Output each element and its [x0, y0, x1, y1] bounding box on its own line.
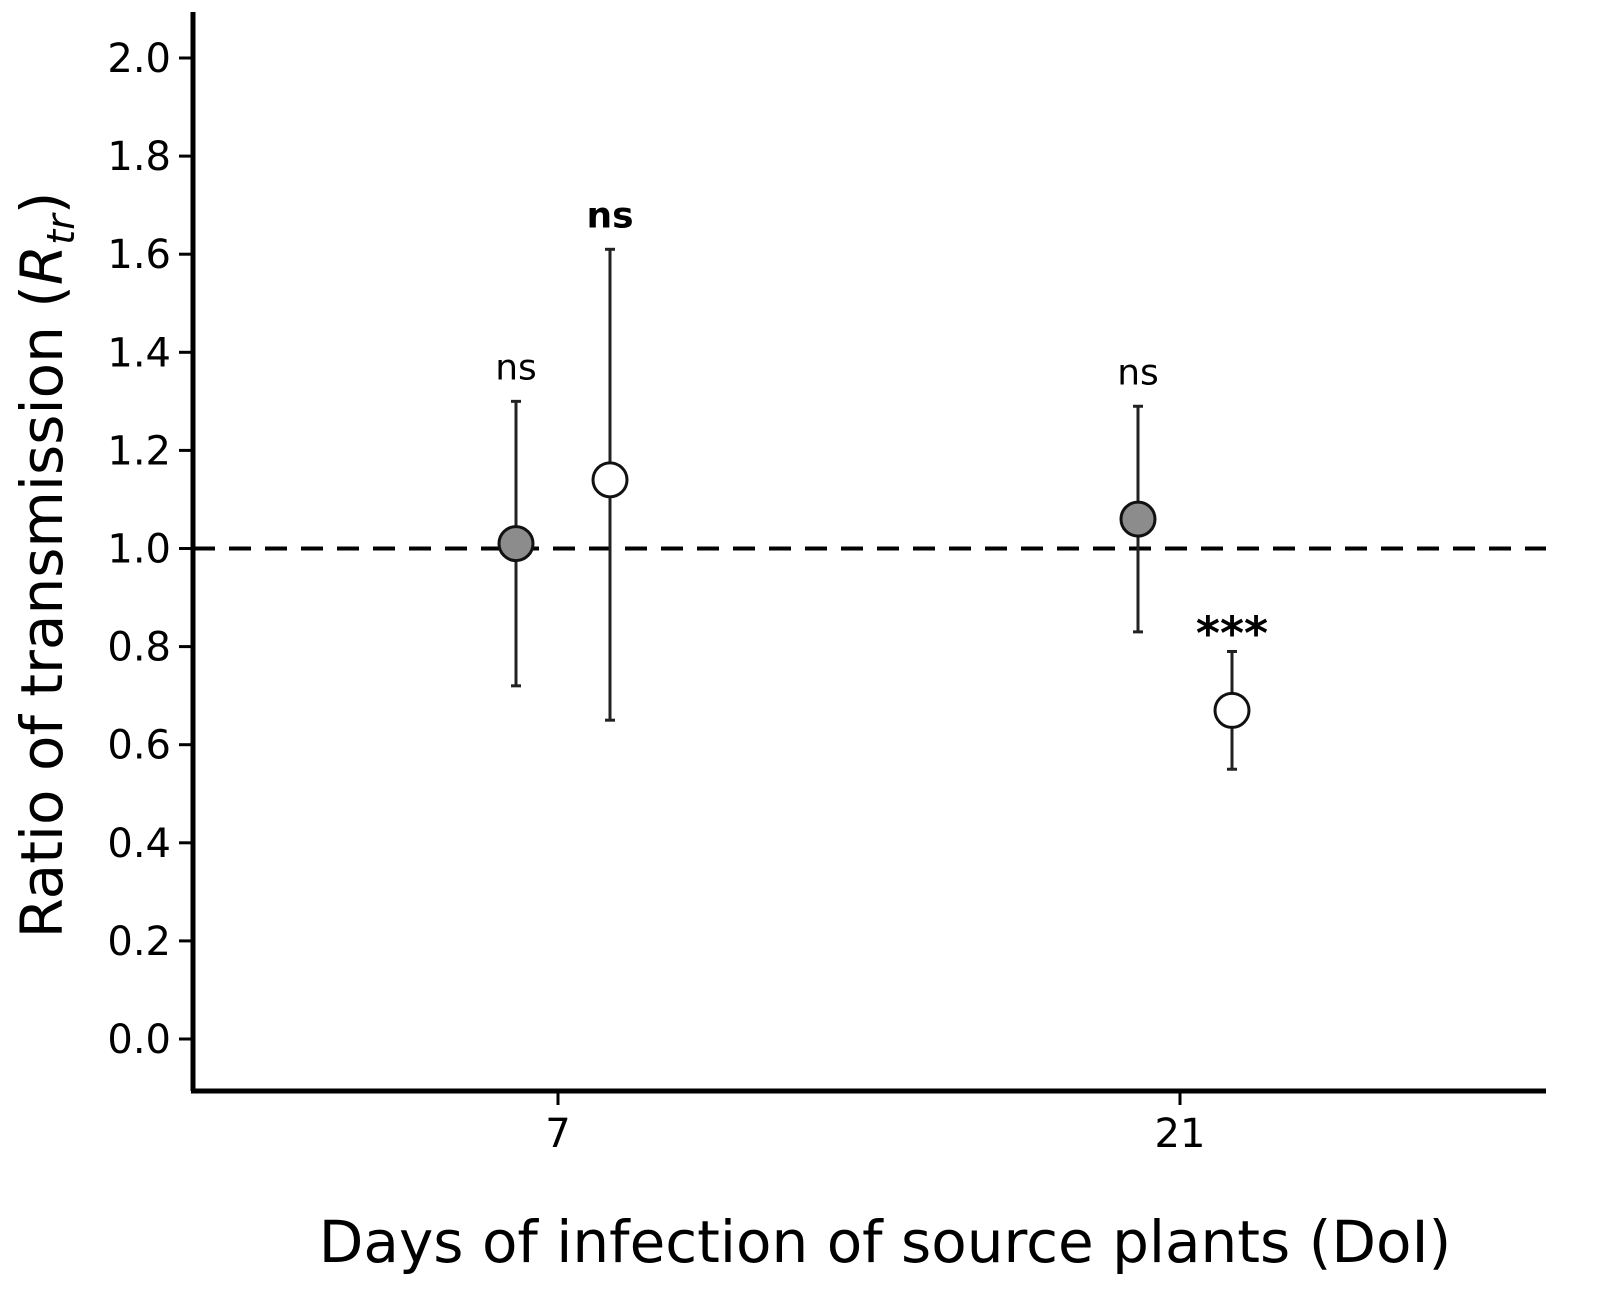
y-tick-label: 0.8 [107, 625, 171, 671]
y-tick-label: 0.0 [107, 1017, 171, 1063]
data-points: ns ns ns *** [495, 195, 1268, 771]
y-tick-label: 0.6 [107, 723, 171, 769]
data-point-marker [1213, 691, 1251, 729]
significance-label: ns [586, 195, 633, 236]
y-axis-title-main: Ratio of transmission ( [8, 285, 76, 938]
data-point-marker [497, 525, 535, 563]
x-axis: 7 21 [191, 1088, 1546, 1157]
data-point-marker [1119, 500, 1157, 538]
y-tick-label: 1.8 [107, 134, 171, 180]
x-tick-label: 7 [545, 1111, 570, 1157]
y-tick-label: 1.0 [107, 527, 171, 573]
y-axis-title-close: ) [8, 192, 76, 215]
y-tick-label: 1.4 [107, 330, 171, 376]
y-axis-title-subscript: tr [39, 212, 83, 245]
significance-label: ns [1117, 352, 1159, 393]
data-point-open-7: ns [586, 195, 634, 722]
data-point-filled-21: ns [1117, 352, 1159, 634]
y-axis-title: Ratio of transmission (Rtr) [8, 192, 83, 939]
significance-label: *** [1196, 607, 1268, 661]
significance-label: ns [495, 347, 537, 388]
y-tick-label: 0.2 [107, 919, 171, 965]
y-tick-label: 0.4 [107, 821, 171, 867]
x-tick-label: 21 [1155, 1111, 1206, 1157]
y-tick-label: 1.2 [107, 428, 171, 474]
x-axis-title: Days of infection of source plants (DoI) [319, 1208, 1451, 1276]
data-point-open-21: *** [1196, 607, 1268, 771]
y-tick-label: 2.0 [107, 36, 171, 82]
y-axis: 0.0 0.2 0.4 0.6 0.8 1.0 1.2 1.4 1.6 1.8 2.0 [107, 12, 196, 1091]
data-point-filled-7: ns [495, 347, 537, 688]
y-tick-label: 1.6 [107, 232, 171, 278]
y-axis-title-symbol: R [8, 245, 76, 285]
data-point-marker [591, 461, 629, 499]
